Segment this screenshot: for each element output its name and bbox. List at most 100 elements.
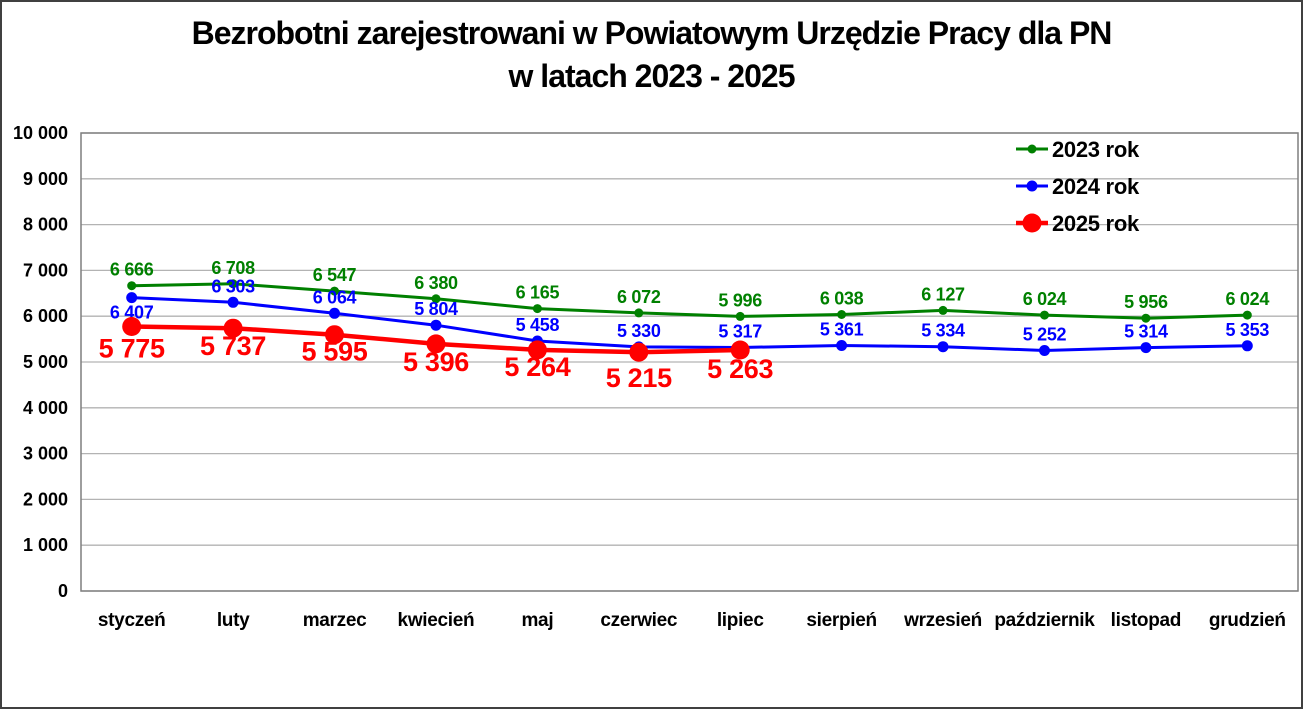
data-point bbox=[223, 318, 243, 338]
y-axis-labels: 0 1 000 2 000 3 000 4 000 5 000 6 000 7 000 8 00… bbox=[13, 123, 68, 601]
data-point bbox=[228, 279, 238, 289]
data-point bbox=[937, 341, 949, 353]
x-tick-label: czerwiec bbox=[600, 610, 678, 631]
data-point-label: 6 547 bbox=[313, 265, 357, 285]
data-point bbox=[325, 325, 344, 345]
data-point bbox=[837, 310, 847, 319]
data-point-label: 6 380 bbox=[414, 273, 458, 293]
data-point bbox=[730, 340, 750, 360]
data-point bbox=[1242, 310, 1252, 320]
data-point-label: 6 038 bbox=[820, 289, 864, 309]
data-point-label: 5 330 bbox=[617, 321, 661, 341]
data-point bbox=[127, 281, 137, 291]
data-point-label: 5 804 bbox=[414, 299, 458, 319]
y-tick-label: 8 000 bbox=[23, 215, 68, 235]
data-point bbox=[122, 317, 142, 336]
data-point-label: 5 361 bbox=[820, 320, 864, 340]
y-tick-label: 1 000 bbox=[23, 535, 68, 555]
plot-frame bbox=[80, 132, 1299, 592]
chart-title-line2: w latach 2023 - 2025 bbox=[508, 58, 796, 94]
gridlines bbox=[81, 132, 1298, 592]
data-point-label: 5 252 bbox=[1023, 325, 1067, 345]
legend-item-2025-rok: 2025 rok bbox=[1016, 211, 1140, 236]
data-point-label: 5 396 bbox=[403, 347, 469, 377]
data-point-label: 5 775 bbox=[99, 334, 165, 364]
legend-item-2024-rok: 2024 rok bbox=[1016, 174, 1140, 199]
data-point-label: 5 458 bbox=[516, 315, 560, 335]
data-point-label: 5 314 bbox=[1124, 322, 1168, 342]
data-point-label: 5 996 bbox=[718, 290, 762, 310]
data-point-label: 5 595 bbox=[301, 337, 367, 367]
data-point bbox=[836, 340, 848, 351]
data-point bbox=[431, 294, 441, 304]
data-point bbox=[634, 308, 644, 318]
x-tick-label: luty bbox=[217, 610, 250, 631]
data-point-label: 5 956 bbox=[1124, 292, 1168, 312]
data-point-label: 6 064 bbox=[313, 287, 357, 307]
x-tick-label: wrzesień bbox=[903, 610, 982, 631]
y-tick-label: 7 000 bbox=[23, 260, 68, 280]
x-tick-label: listopad bbox=[1111, 610, 1181, 631]
data-point bbox=[532, 304, 542, 314]
data-point-label: 6 024 bbox=[1226, 289, 1270, 309]
data-point bbox=[329, 307, 340, 319]
data-point bbox=[1141, 313, 1151, 323]
y-tick-label: 6 000 bbox=[23, 306, 68, 326]
data-point-label: 5 215 bbox=[606, 363, 672, 393]
data-point bbox=[527, 340, 547, 360]
x-tick-label: lipiec bbox=[717, 610, 765, 631]
data-point bbox=[938, 305, 948, 315]
data-point bbox=[430, 319, 442, 331]
y-tick-label: 10 000 bbox=[13, 123, 68, 143]
chart-title-line1: Bezrobotni zarejestrowani w Powiatowym U… bbox=[191, 15, 1113, 51]
legend-item-2023-rok: 2023 rok bbox=[1016, 137, 1140, 162]
y-tick-label: 4 000 bbox=[23, 398, 68, 418]
legend-label: 2023 rok bbox=[1052, 137, 1140, 162]
y-tick-label: 3 000 bbox=[23, 444, 68, 464]
data-point bbox=[1241, 340, 1253, 352]
legend-marker-dot bbox=[1022, 213, 1042, 233]
x-tick-label: październik bbox=[994, 610, 1095, 631]
legend: 2023 rok 2024 rok 2025 rok bbox=[1016, 137, 1140, 236]
x-tick-label: grudzień bbox=[1209, 610, 1286, 631]
chart-title: Bezrobotni zarejestrowani w Powiatowym U… bbox=[2, 12, 1301, 98]
legend-label: 2024 rok bbox=[1052, 174, 1140, 199]
series-line bbox=[131, 282, 1248, 320]
data-point-label: 5 263 bbox=[707, 354, 773, 384]
data-point bbox=[735, 311, 745, 321]
data-point-label: 6 024 bbox=[1023, 289, 1067, 309]
legend-marker-dot bbox=[1027, 144, 1037, 154]
x-tick-label: marzec bbox=[303, 610, 367, 631]
data-point bbox=[330, 286, 339, 296]
data-point-label: 6 666 bbox=[110, 260, 154, 280]
data-point bbox=[426, 334, 446, 354]
y-tick-label: 0 bbox=[58, 581, 68, 601]
x-tick-label: sierpień bbox=[806, 610, 876, 631]
data-point-label: 6 072 bbox=[617, 287, 661, 307]
data-point bbox=[126, 292, 138, 304]
data-point-label: 6 407 bbox=[110, 303, 154, 323]
x-tick-label: maj bbox=[521, 610, 553, 631]
data-point bbox=[629, 342, 649, 362]
data-point-label: 6 127 bbox=[921, 284, 965, 304]
data-point-label: 5 264 bbox=[504, 352, 570, 382]
data-point bbox=[1039, 345, 1050, 356]
y-tick-label: 9 000 bbox=[23, 169, 68, 189]
series-2023-rok: 6 666 6 708 6 547 6 380 6 165 6 072 5 996 6 038… bbox=[110, 258, 1270, 323]
x-axis-labels: styczeń luty marzec kwiecień maj czerwiec lipi… bbox=[98, 610, 1286, 631]
data-point-label: 6 303 bbox=[211, 276, 255, 296]
data-point-label: 6 708 bbox=[211, 258, 255, 278]
data-point-label: 5 334 bbox=[921, 321, 965, 341]
legend-marker-dot bbox=[1026, 180, 1038, 192]
data-point bbox=[1140, 342, 1152, 354]
series-2025-rok: 5 775 5 737 5 595 5 396 5 264 5 215 5 263 bbox=[99, 317, 774, 393]
data-point-label: 6 165 bbox=[516, 283, 560, 303]
data-point bbox=[1040, 310, 1049, 320]
legend-label: 2025 rok bbox=[1052, 211, 1140, 236]
x-tick-label: kwiecień bbox=[398, 610, 475, 631]
y-tick-label: 2 000 bbox=[23, 489, 68, 509]
y-tick-label: 5 000 bbox=[23, 352, 68, 372]
data-point-label: 5 353 bbox=[1226, 320, 1270, 340]
